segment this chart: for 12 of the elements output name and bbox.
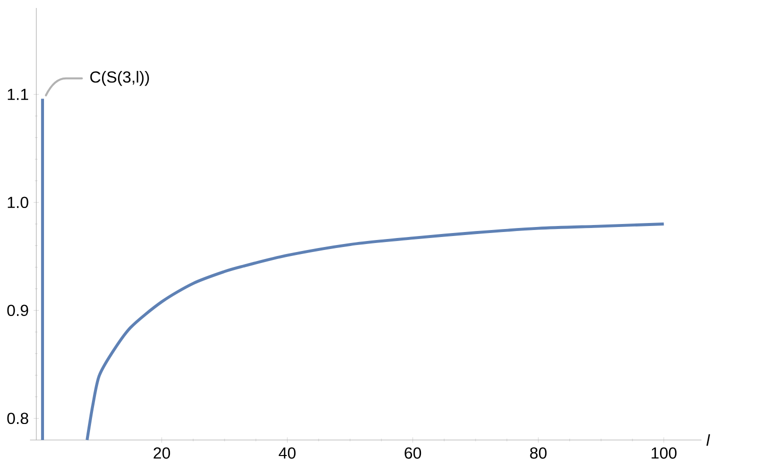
x-tick-label: 80 (530, 447, 547, 459)
x-axis-title: l (706, 434, 710, 446)
y-tick-label: 1.0 (8, 196, 28, 208)
line-series (86, 222, 666, 442)
y-tick-label: 0.8 (7, 412, 28, 424)
x-tick-label: 40 (278, 447, 296, 459)
annotation: C(S(3,l)) (90, 70, 149, 86)
y-tick-label: 0.9 (7, 304, 28, 316)
x-tick-label: 60 (404, 447, 422, 459)
y-tick-label: 1.1 (8, 88, 28, 100)
x-tick-label: 20 (154, 447, 170, 459)
x-tick-label: 100 (652, 447, 677, 459)
